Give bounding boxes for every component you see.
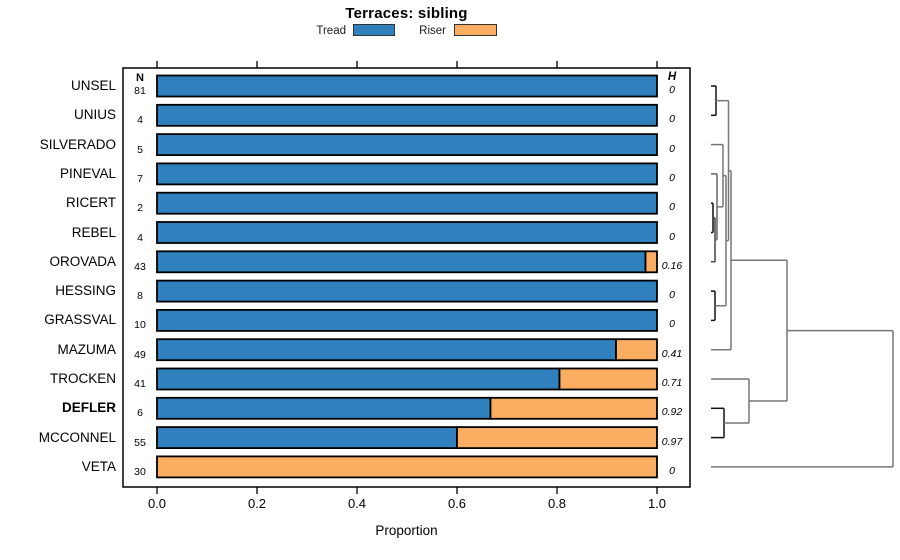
x-tick-label: 0.8 (547, 496, 567, 511)
legend-swatch-riser (454, 24, 497, 36)
n-value-rebel: 4 (137, 231, 143, 244)
bar-riser-mcconnel (456, 426, 658, 450)
bar-tread-grassval (156, 308, 658, 332)
n-value-unius: 4 (137, 114, 143, 127)
legend-label-tread: Tread (316, 25, 346, 37)
row-label-unsel: UNSEL (70, 78, 116, 93)
row-label-ricert: RICERT (65, 195, 116, 211)
bar-riser-defler (489, 396, 658, 420)
bar-tread-trocken (156, 367, 561, 391)
row-label-defler: DEFLER (62, 400, 116, 416)
row-label-hessing: HESSING (55, 283, 116, 299)
h-value-unsel: 0 (669, 84, 675, 96)
bar-tread-unius (156, 103, 658, 127)
h-value-ricert: 0 (669, 201, 675, 214)
h-value-veta: 0 (669, 464, 675, 477)
n-value-defler: 6 (137, 407, 143, 420)
n-value-hessing: 8 (137, 290, 143, 303)
n-value-unsel: 81 (134, 85, 146, 97)
row-label-orovada: OROVADA (49, 253, 116, 269)
row-label-mcconnel: MCCONNEL (38, 429, 116, 445)
bar-tread-orovada (156, 250, 647, 274)
n-value-silverado: 5 (137, 143, 143, 156)
h-value-unius: 0 (669, 113, 675, 126)
h-value-grassval: 0 (669, 318, 675, 331)
h-value-mcconnel: 0.97 (661, 435, 683, 448)
h-value-pineval: 0 (669, 171, 675, 184)
h-value-trocken: 0.71 (661, 377, 683, 389)
plot-border (122, 67, 691, 488)
n-column-header: N (136, 72, 144, 84)
x-tick-label: 0.4 (347, 496, 367, 511)
n-value-trocken: 41 (134, 378, 146, 390)
x-tick-label: 0.0 (147, 496, 167, 511)
row-label-mazuma: MAZUMA (57, 341, 117, 357)
x-tick-label: 0.6 (447, 496, 467, 511)
bar-tread-pineval (156, 162, 658, 186)
bar-tread-mcconnel (156, 426, 458, 450)
bar-tread-rebel (156, 221, 658, 244)
chart-title: Terraces: sibling (345, 5, 468, 22)
n-value-ricert: 2 (137, 202, 143, 215)
bar-riser-orovada (644, 250, 658, 274)
row-label-veta: VETA (81, 458, 116, 474)
legend-label-riser: Riser (419, 25, 446, 37)
h-value-rebel: 0 (669, 230, 675, 243)
bar-riser-trocken (558, 367, 658, 391)
row-label-pineval: PINEVAL (59, 165, 116, 181)
bar-tread-defler (156, 396, 492, 420)
bar-tread-silverado (156, 133, 658, 157)
n-value-mazuma: 49 (134, 348, 146, 361)
row-label-unius: UNIUS (73, 107, 116, 123)
bar-tread-mazuma (156, 338, 617, 362)
legend-swatch-tread (353, 24, 395, 36)
n-value-veta: 30 (134, 465, 146, 478)
row-label-grassval: GRASSVAL (44, 312, 116, 328)
h-value-hessing: 0 (669, 289, 675, 302)
x-tick-label: 0.2 (247, 496, 267, 511)
h-value-orovada: 0.16 (661, 259, 683, 272)
h-value-silverado: 0 (669, 142, 675, 155)
row-label-silverado: SILVERADO (39, 136, 116, 152)
bar-tread-hessing (156, 279, 658, 303)
bar-tread-unsel (156, 74, 658, 98)
x-axis-title: Proportion (375, 523, 438, 538)
row-label-trocken: TROCKEN (49, 371, 116, 386)
row-label-rebel: REBEL (71, 224, 116, 240)
n-value-orovada: 43 (134, 260, 146, 273)
h-column-header: H (667, 71, 677, 83)
n-value-grassval: 10 (134, 319, 146, 332)
h-value-mazuma: 0.41 (661, 347, 683, 360)
bar-riser-mazuma (615, 338, 658, 362)
n-value-pineval: 7 (137, 172, 143, 185)
x-tick-label: 1.0 (647, 496, 667, 511)
h-value-defler: 0.92 (661, 406, 683, 419)
bar-riser-veta (156, 455, 658, 479)
n-value-mcconnel: 55 (134, 436, 146, 449)
bar-tread-ricert (156, 191, 658, 215)
